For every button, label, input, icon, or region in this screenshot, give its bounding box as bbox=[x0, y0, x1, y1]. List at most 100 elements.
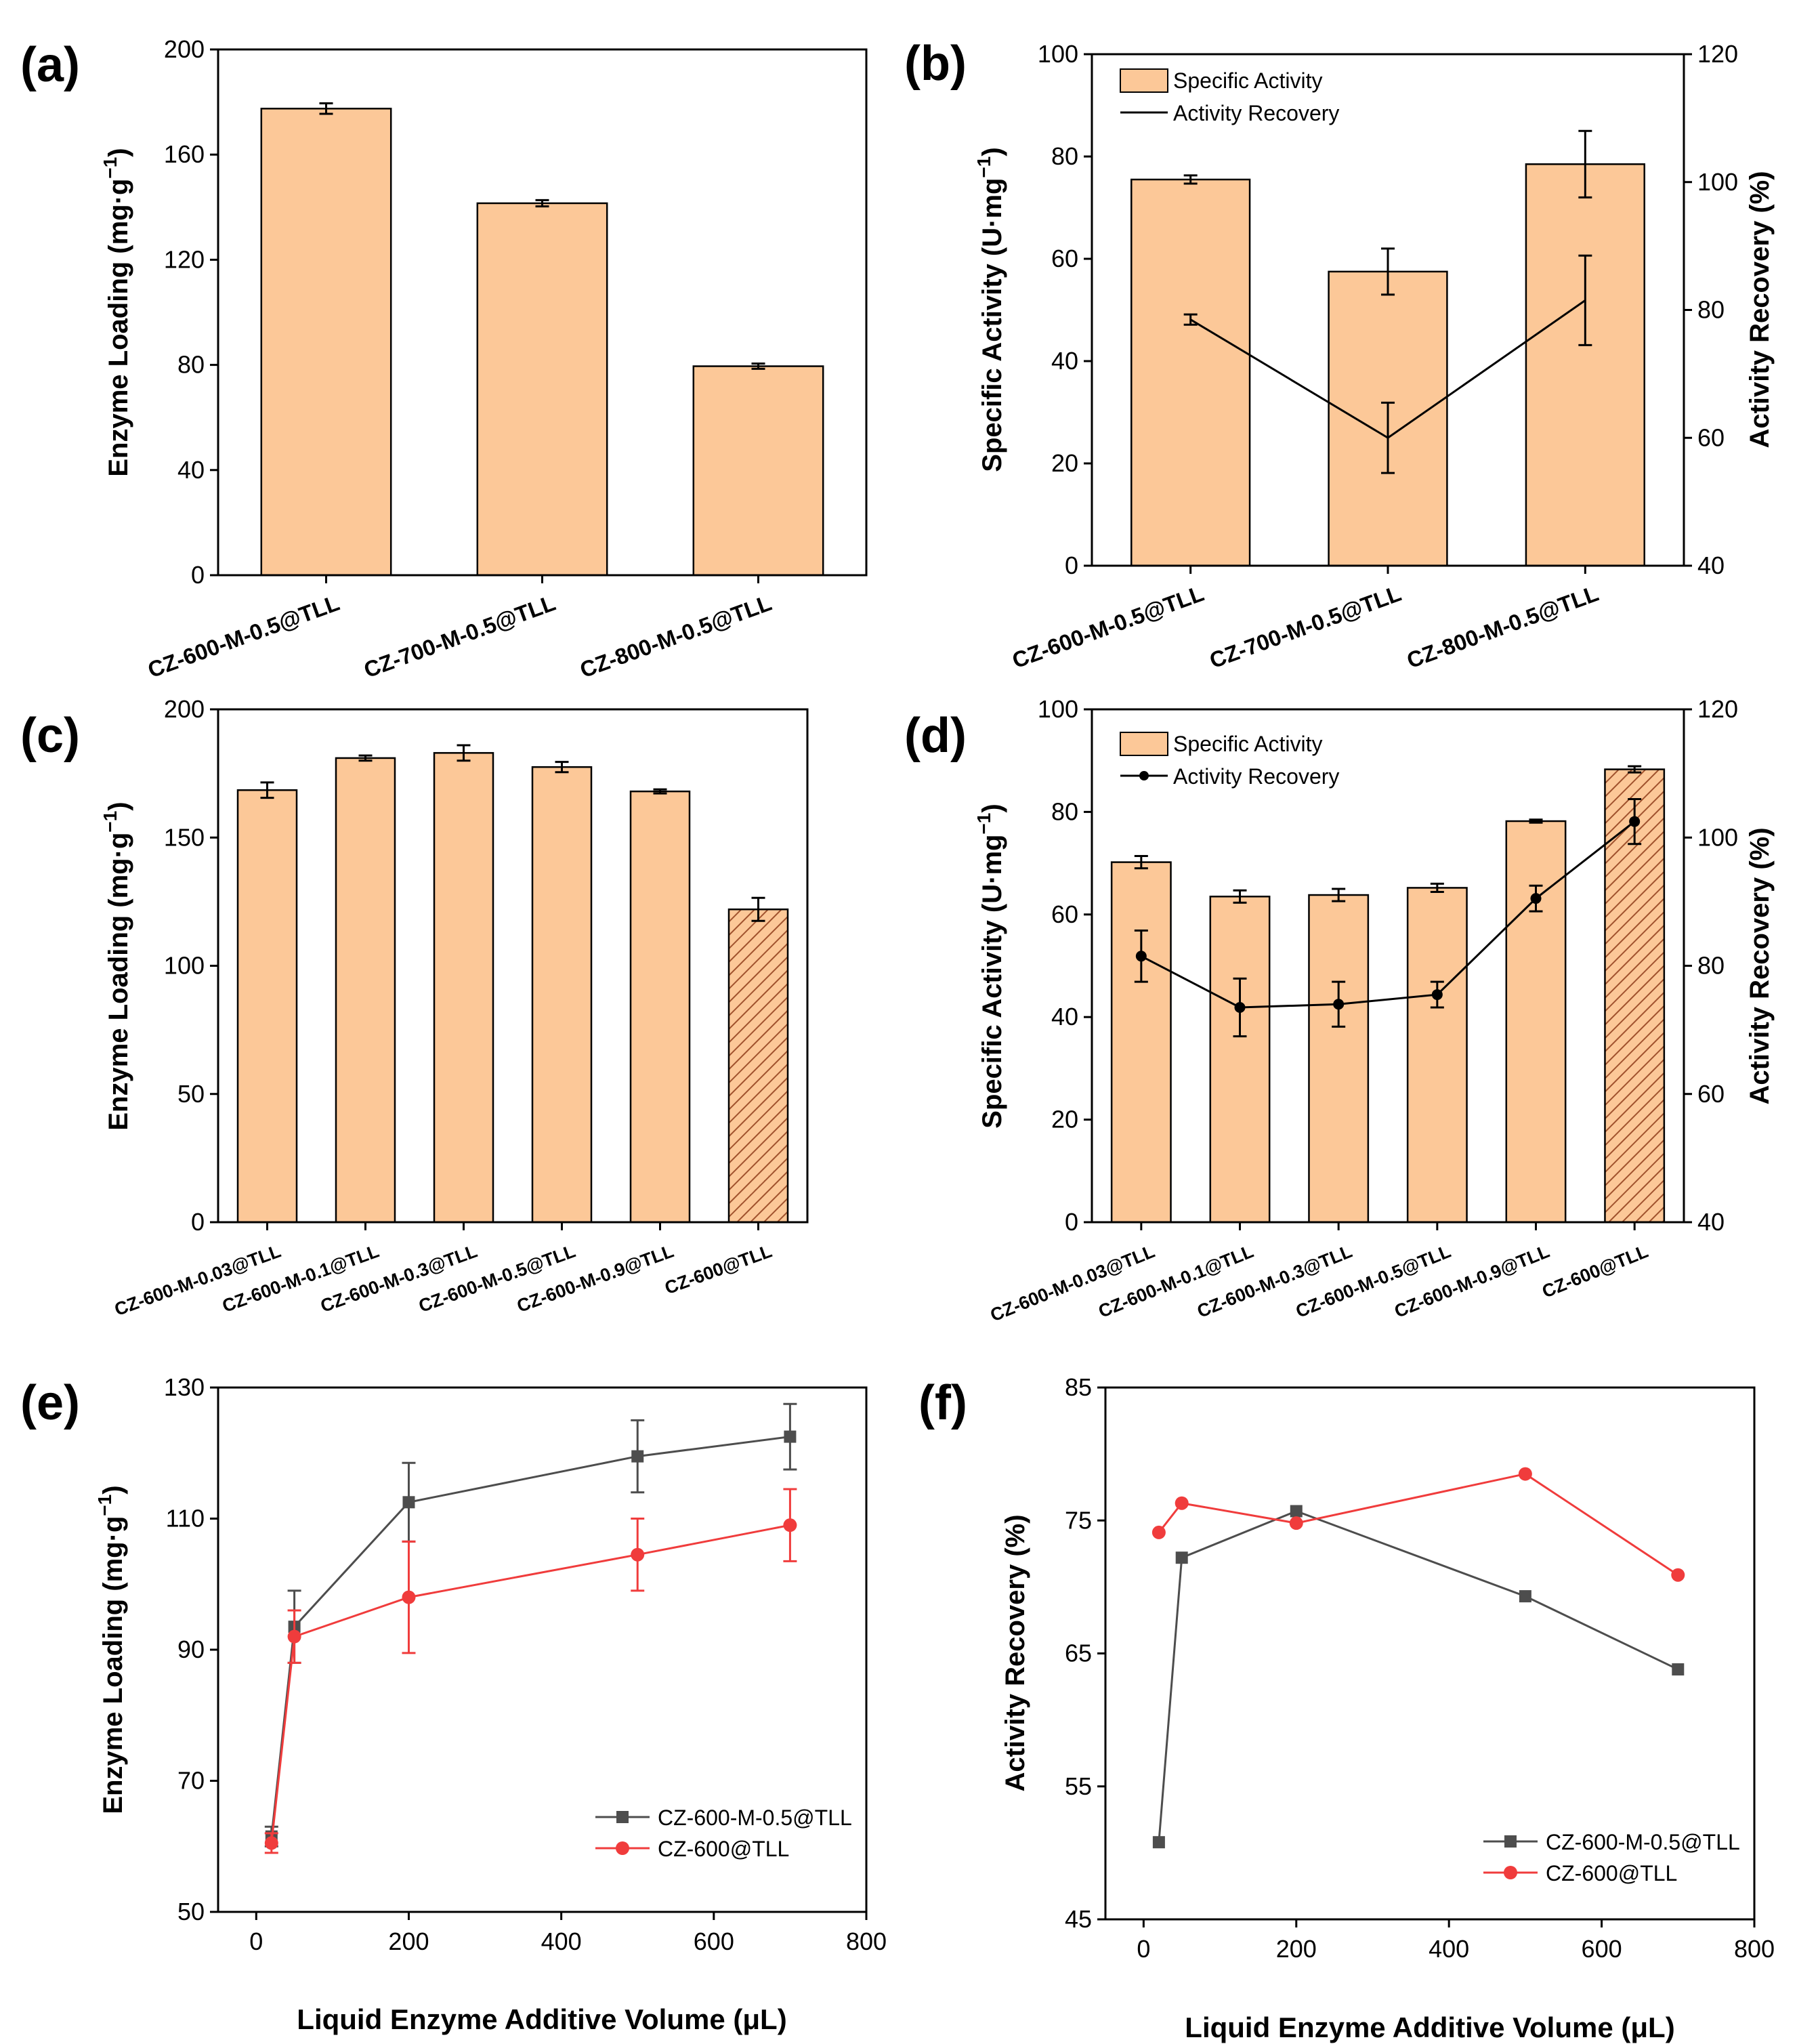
category-label: CZ-600@TLL bbox=[662, 1240, 774, 1298]
y-tick-label: 50 bbox=[177, 1080, 205, 1108]
plot-frame bbox=[217, 708, 809, 1224]
y-tick-label: 160 bbox=[164, 140, 205, 168]
x-axis-title: Liquid Enzyme Additive Volume (μL) bbox=[1185, 2011, 1674, 2043]
recovery-point bbox=[1333, 999, 1345, 1010]
data-point bbox=[1519, 1590, 1531, 1603]
panel-label: (c) bbox=[20, 709, 80, 763]
y-tick-label: 100 bbox=[164, 952, 205, 980]
y-tick-label: 200 bbox=[164, 695, 205, 723]
bar bbox=[1525, 163, 1645, 567]
legend-marker bbox=[1504, 1866, 1517, 1879]
y-tick-label: 130 bbox=[164, 1373, 205, 1401]
recovery-point bbox=[1234, 1002, 1246, 1014]
y-axis-title: Enzyme Loading (mg·g−1) bbox=[100, 148, 133, 476]
y-tick-label: 40 bbox=[1051, 347, 1078, 375]
plot-frame bbox=[217, 1386, 868, 1913]
legend-label: CZ-600@TLL bbox=[1546, 1861, 1677, 1885]
legend-bar-swatch bbox=[1120, 68, 1168, 93]
y2-tick-label: 120 bbox=[1697, 40, 1738, 68]
y-tick-label: 100 bbox=[1038, 40, 1078, 68]
y2-tick-label: 40 bbox=[1697, 1208, 1725, 1236]
bar bbox=[433, 752, 494, 1224]
category-label: CZ-600@TLL bbox=[1539, 1241, 1651, 1302]
legend-label: Specific Activity bbox=[1173, 68, 1323, 93]
x-tick-label: 600 bbox=[694, 1927, 734, 1955]
y-tick-label: 65 bbox=[1065, 1640, 1092, 1667]
panel-label: (a) bbox=[20, 38, 80, 92]
y-tick-label: 40 bbox=[177, 456, 205, 484]
series-line bbox=[1158, 1472, 1679, 1576]
legend-label: Specific Activity bbox=[1173, 732, 1323, 756]
data-point bbox=[402, 1496, 415, 1509]
y-tick-label: 75 bbox=[1065, 1506, 1092, 1534]
recovery-point bbox=[1629, 816, 1641, 827]
x-tick-label: 400 bbox=[541, 1927, 582, 1955]
legend-marker bbox=[1504, 1835, 1517, 1848]
legend-label: CZ-600-M-0.5@TLL bbox=[1546, 1830, 1740, 1854]
recovery-point bbox=[1135, 951, 1147, 962]
panel-label: (e) bbox=[20, 1376, 80, 1430]
y-tick-label: 0 bbox=[191, 561, 205, 589]
y-tick-label: 110 bbox=[166, 1505, 205, 1532]
bar bbox=[335, 757, 396, 1224]
y-axis-title: Specific Activity (U·mg−1) bbox=[973, 147, 1007, 472]
y2-tick-label: 60 bbox=[1697, 1080, 1725, 1108]
bar bbox=[1308, 894, 1370, 1224]
data-point bbox=[631, 1450, 644, 1463]
y-tick-label: 120 bbox=[164, 245, 205, 273]
panel-e: (e) 0 200 400 600 800 50 70 90 110 130 Enzyme Loadi… bbox=[20, 1373, 887, 2035]
legend-label: CZ-600-M-0.5@TLL bbox=[658, 1806, 852, 1830]
y-tick-label: 200 bbox=[164, 35, 205, 63]
bar bbox=[1406, 887, 1468, 1224]
data-point bbox=[1290, 1505, 1303, 1518]
legend-label: Activity Recovery bbox=[1173, 764, 1339, 789]
y-tick-label: 85 bbox=[1065, 1373, 1092, 1401]
recovery-line bbox=[1141, 820, 1636, 1009]
data-point bbox=[1518, 1467, 1532, 1481]
bar bbox=[1209, 896, 1271, 1224]
y2-tick-label: 60 bbox=[1697, 423, 1725, 451]
y-axis-title: Specific Activity (U·mg−1) bbox=[973, 804, 1007, 1128]
category-label: CZ-600-M-0.03@TLL bbox=[988, 1241, 1158, 1326]
bar bbox=[692, 365, 824, 577]
panel-f: (f) 0 200 400 600 800 45 55 65 75 85 Activity Recov… bbox=[918, 1373, 1775, 2043]
x-tick-label: 800 bbox=[1734, 1935, 1775, 1963]
y2-tick-label: 120 bbox=[1697, 695, 1738, 723]
y-tick-label: 0 bbox=[191, 1208, 205, 1236]
category-label: CZ-700-M-0.5@TLL bbox=[360, 590, 559, 683]
panel-a: (a) CZ-600-M-0.5@TLL CZ-700-M-0.5@TLL CZ-80… bbox=[20, 35, 868, 683]
y-tick-label: 50 bbox=[177, 1898, 205, 1925]
y-tick-label: 80 bbox=[177, 351, 205, 379]
data-point bbox=[1151, 1525, 1166, 1539]
panel-c: (c)CZ-600-M-0.03@TLLCZ-600-M-0.1@TLLCZ-6… bbox=[20, 695, 809, 1320]
x-tick-label: 200 bbox=[388, 1927, 429, 1955]
y-tick-label: 150 bbox=[164, 823, 205, 851]
y-axis-title: Enzyme Loading (mg·g−1) bbox=[100, 801, 133, 1130]
data-point bbox=[1175, 1496, 1189, 1510]
y-tick-label: 90 bbox=[177, 1635, 205, 1663]
bar bbox=[629, 790, 691, 1224]
data-point bbox=[784, 1430, 797, 1443]
bar bbox=[1110, 861, 1172, 1224]
legend-marker bbox=[616, 1841, 629, 1855]
category-label: CZ-800-M-0.5@TLL bbox=[576, 590, 775, 683]
x-tick-label: 600 bbox=[1582, 1935, 1622, 1963]
y2-axis-title: Activity Recovery (%) bbox=[1745, 827, 1775, 1104]
y-tick-label: 100 bbox=[1038, 695, 1078, 723]
panel-label: (b) bbox=[904, 37, 967, 91]
data-point bbox=[783, 1518, 797, 1532]
y-tick-label: 20 bbox=[1051, 449, 1078, 477]
y-tick-label: 0 bbox=[1065, 1208, 1078, 1236]
data-point bbox=[1175, 1551, 1188, 1564]
data-point bbox=[264, 1836, 278, 1850]
category-label: CZ-800-M-0.5@TLL bbox=[1403, 581, 1602, 673]
legend-bar-swatch bbox=[1120, 732, 1168, 756]
legend-line-marker bbox=[1139, 771, 1149, 780]
y2-axis-title: Activity Recovery (%) bbox=[1745, 171, 1775, 448]
recovery-point bbox=[1431, 989, 1443, 1001]
panel-b: (b) CZ-600-M-0.5@TLLCZ-700-M-0.5@TLLCZ-80… bbox=[904, 37, 1775, 673]
y-tick-label: 0 bbox=[1065, 551, 1078, 579]
y-tick-label: 45 bbox=[1065, 1905, 1092, 1933]
y-axis-title: Activity Recovery (%) bbox=[1000, 1514, 1030, 1791]
x-tick-label: 0 bbox=[249, 1927, 263, 1955]
